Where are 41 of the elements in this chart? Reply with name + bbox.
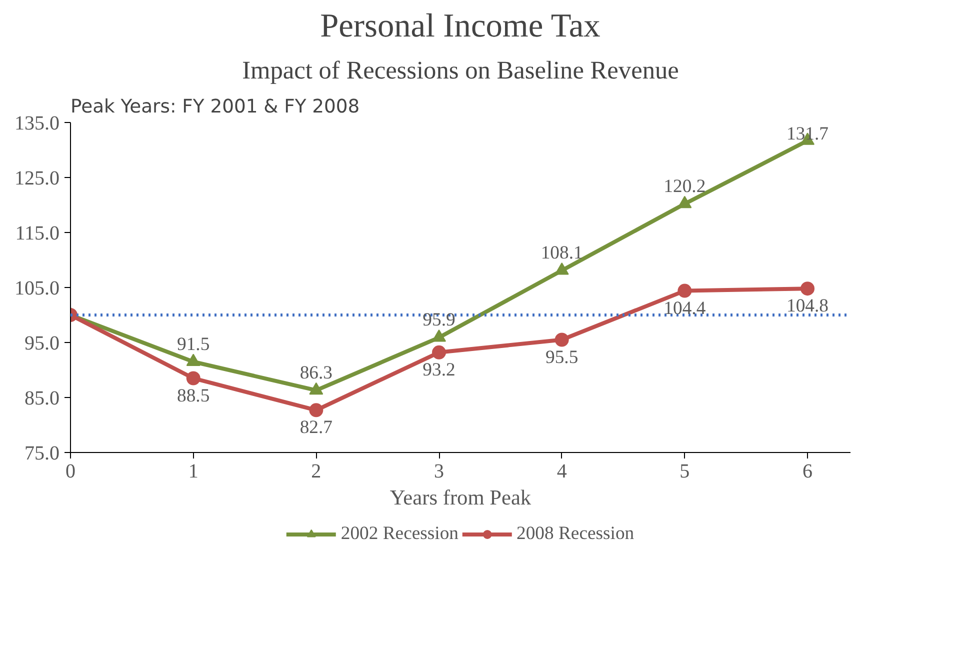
point [678,196,692,208]
y-tick-label: 115.0 [15,222,60,244]
data-label: 104.8 [786,296,829,317]
y-tick-label: 95.0 [24,332,60,354]
data-label: 131.7 [786,124,829,145]
point [432,345,446,360]
data-label: 91.5 [177,334,210,355]
x-tick-label: 6 [802,460,813,482]
text: Peak Years: FY 2001 & FY 2008 [70,96,360,118]
point [800,282,815,296]
point [309,403,324,418]
x-tick-label: 2 [311,460,322,482]
data-label: 88.5 [177,385,210,406]
x-tick-label: 0 [66,460,76,482]
x-axis-title: Years from Peak [390,486,532,510]
chart-title: Personal Income Tax [320,8,601,44]
x-tick-label: 3 [434,460,444,482]
y-tick-label: 75.0 [24,442,60,464]
y-tick-label: 125.0 [14,168,60,190]
legend-label: 2002 Recession [340,523,458,545]
data-label: 108.1 [540,242,583,264]
x-tick-label: 5 [680,460,690,482]
data-label: 86.3 [300,362,332,384]
point [678,284,692,298]
point [554,262,569,275]
y-tick-label: 135.0 [14,112,60,134]
data-label: 93.2 [422,359,456,380]
point [432,330,446,342]
data-label: 95.5 [546,346,578,368]
data-label: 95.9 [422,310,456,331]
y-tick-label: 105.0 [14,278,60,300]
chart-subtitle: Impact of Recessions on Baseline Revenue [242,56,679,84]
x-tick-label: 1 [188,460,198,482]
point [554,332,569,347]
data-label: 104.4 [664,298,706,319]
legend-label: 2008 Recession [516,523,634,545]
data-label: 82.7 [300,417,332,438]
point [186,371,200,386]
x-tick-label: 4 [556,460,567,482]
data-label: 120.2 [664,176,706,197]
y-tick-label: 85.0 [24,388,60,410]
